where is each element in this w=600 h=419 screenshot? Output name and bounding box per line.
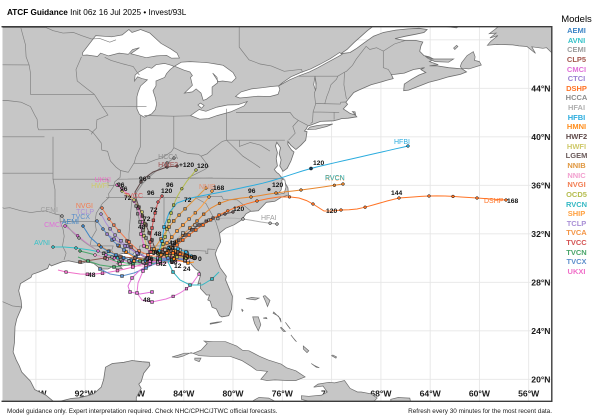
svg-text:68°W: 68°W xyxy=(370,389,392,399)
svg-text:UKXI: UKXI xyxy=(95,177,111,184)
svg-text:32°N: 32°N xyxy=(531,229,550,239)
svg-text:96: 96 xyxy=(139,176,147,183)
svg-text:96: 96 xyxy=(147,190,155,197)
svg-text:HWFI: HWFI xyxy=(91,183,109,190)
svg-text:20°N: 20°N xyxy=(531,374,550,384)
svg-text:RVCN: RVCN xyxy=(325,175,345,182)
svg-text:72: 72 xyxy=(124,195,132,202)
svg-text:28°N: 28°N xyxy=(531,277,550,287)
svg-text:120: 120 xyxy=(272,182,283,189)
svg-text:40°N: 40°N xyxy=(531,132,550,142)
svg-text:36: 36 xyxy=(146,256,154,263)
svg-text:76°W: 76°W xyxy=(272,389,294,399)
svg-text:24: 24 xyxy=(167,245,175,252)
svg-text:+120: +120 xyxy=(179,162,194,169)
svg-text:24°N: 24°N xyxy=(531,326,550,336)
svg-text:RVCN: RVCN xyxy=(325,176,345,183)
svg-text:DSHP: DSHP xyxy=(484,198,504,205)
svg-text:48: 48 xyxy=(138,224,146,231)
svg-text:HFAI: HFAI xyxy=(261,215,277,222)
svg-text:144: 144 xyxy=(391,190,402,197)
svg-text:96: 96 xyxy=(248,188,256,195)
svg-text:12: 12 xyxy=(174,263,182,270)
svg-text:TVCX: TVCX xyxy=(71,214,90,221)
svg-text:120: 120 xyxy=(313,160,324,167)
svg-text:96: 96 xyxy=(120,186,128,193)
svg-text:72: 72 xyxy=(150,207,158,214)
svg-text:56°W: 56°W xyxy=(518,389,540,399)
svg-text:80°W: 80°W xyxy=(222,389,244,399)
svg-text:96: 96 xyxy=(166,182,174,189)
svg-text:NVGI: NVGI xyxy=(76,203,93,210)
svg-text:64°W: 64°W xyxy=(420,389,442,399)
svg-text:120: 120 xyxy=(233,206,244,213)
svg-text:CMCI: CMCI xyxy=(44,222,62,229)
svg-text:AEMI: AEMI xyxy=(62,219,79,226)
svg-text:CEMI: CEMI xyxy=(41,207,59,214)
svg-text:HWF2: HWF2 xyxy=(158,162,178,169)
svg-text:30: 30 xyxy=(152,250,160,257)
svg-text:120: 120 xyxy=(197,163,208,170)
svg-text:72: 72 xyxy=(184,197,192,204)
svg-text:NNIB: NNIB xyxy=(199,184,216,191)
svg-text:36°N: 36°N xyxy=(531,180,550,190)
svg-text:42: 42 xyxy=(159,261,167,268)
svg-text:48: 48 xyxy=(88,272,96,279)
svg-text:60°W: 60°W xyxy=(469,389,491,399)
svg-text:92°W: 92°W xyxy=(75,389,97,399)
svg-text:48: 48 xyxy=(154,231,162,238)
svg-text:TVCC: TVCC xyxy=(124,193,143,200)
svg-text:HFBI: HFBI xyxy=(394,139,410,146)
svg-text:48: 48 xyxy=(143,297,151,304)
svg-text:44°N: 44°N xyxy=(531,83,550,93)
svg-text:0: 0 xyxy=(198,256,202,263)
svg-text:AVNI: AVNI xyxy=(34,240,50,247)
svg-text:72: 72 xyxy=(143,216,151,223)
svg-text:120: 120 xyxy=(326,208,337,215)
svg-text:HCCA: HCCA xyxy=(158,154,178,161)
svg-text:120: 120 xyxy=(161,188,172,195)
svg-text:168: 168 xyxy=(507,198,518,205)
svg-text:06: 06 xyxy=(186,254,194,261)
svg-text:24: 24 xyxy=(183,266,191,273)
svg-text:96: 96 xyxy=(117,182,125,189)
svg-text:TCLP: TCLP xyxy=(76,209,94,216)
svg-text:84°W: 84°W xyxy=(173,389,195,399)
svg-text:48: 48 xyxy=(169,240,177,247)
svg-text:168: 168 xyxy=(213,185,224,192)
svg-text:18: 18 xyxy=(170,259,178,266)
